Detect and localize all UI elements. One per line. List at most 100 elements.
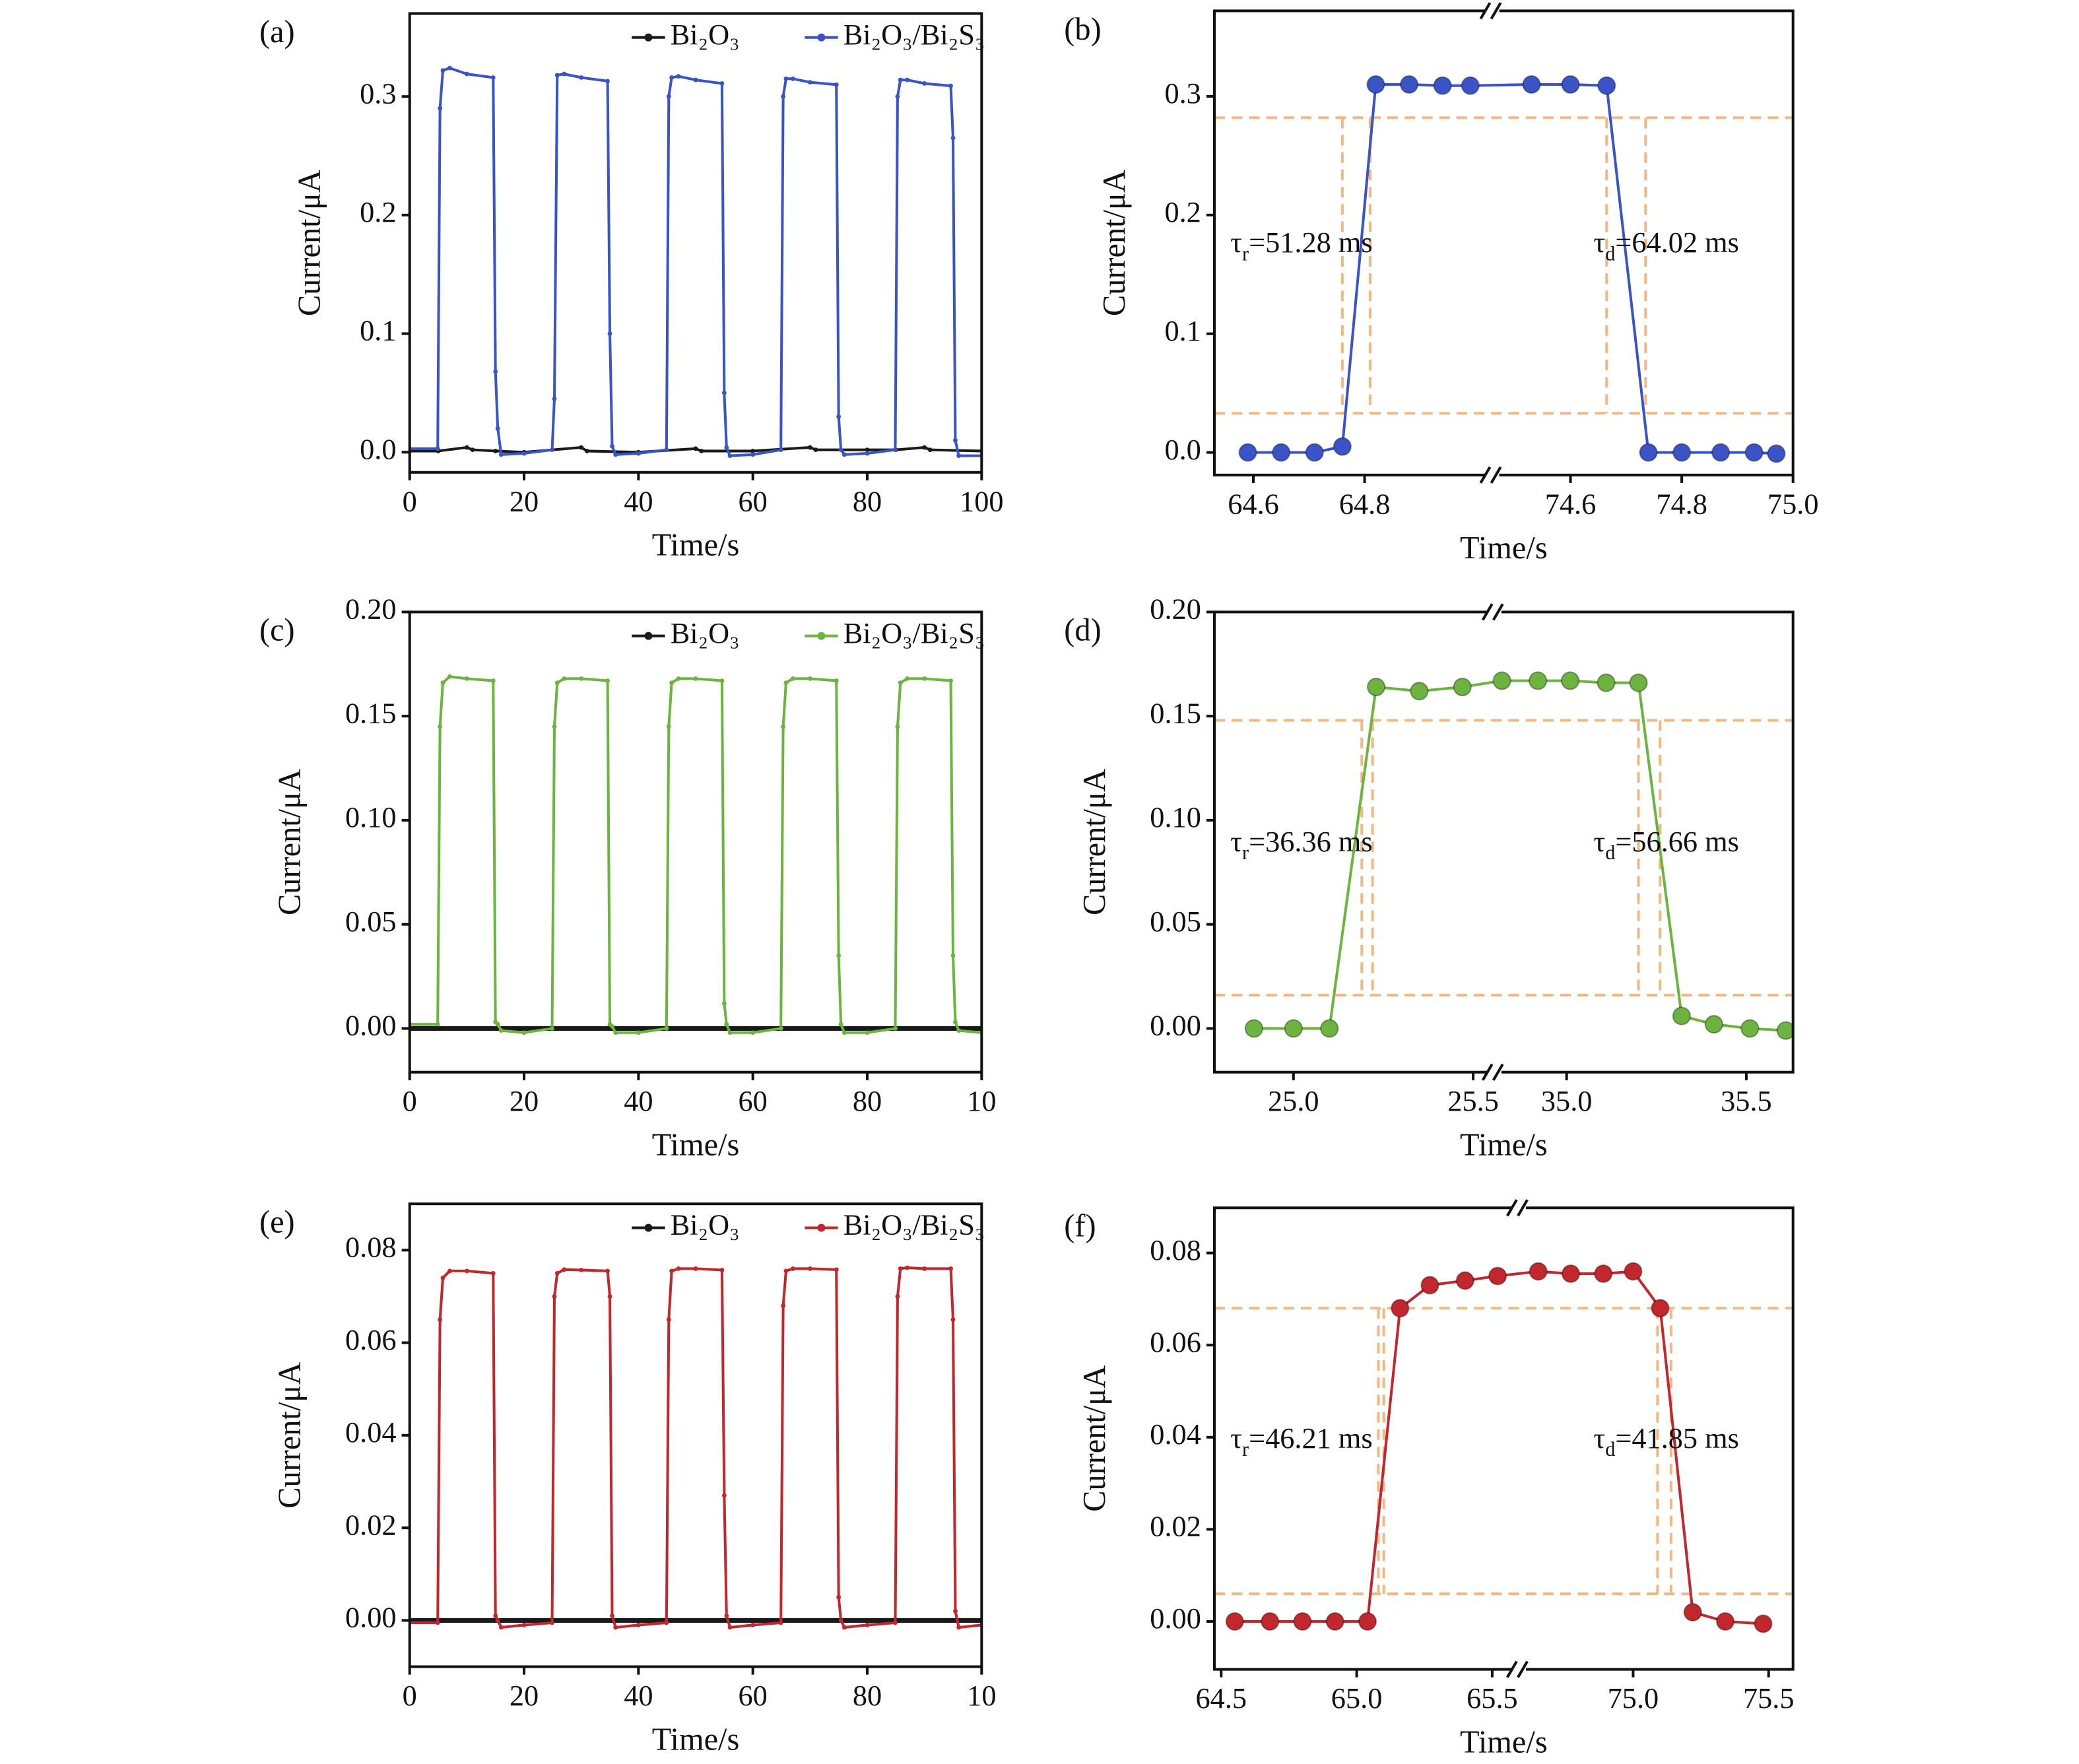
x-tick-label: 75.0 [1608, 1682, 1659, 1715]
series-line [409, 1266, 982, 1629]
annotation-symbol: τ [1593, 825, 1605, 858]
point [676, 1266, 681, 1271]
point [721, 1493, 727, 1498]
point [636, 451, 641, 456]
y-tick-label: 0.1 [1164, 314, 1201, 347]
point [898, 1266, 903, 1271]
axis-break [1490, 466, 1502, 484]
point [724, 1613, 729, 1618]
point [813, 447, 818, 453]
point [893, 1620, 898, 1625]
point [1651, 1299, 1670, 1318]
point [579, 1268, 584, 1272]
point [893, 1026, 898, 1031]
point [1528, 671, 1548, 690]
annotation-subscript: r [1242, 242, 1249, 265]
point [493, 369, 498, 374]
y-tick-label: 0.3 [1164, 77, 1201, 110]
point [1325, 1612, 1344, 1631]
point [1410, 682, 1429, 701]
point [895, 94, 900, 99]
point [950, 135, 956, 141]
point [1624, 1262, 1643, 1281]
annotation-text: =51.28 ms [1249, 226, 1373, 259]
annotation-subscript: r [1242, 1438, 1249, 1460]
point [1522, 75, 1541, 94]
point [865, 447, 870, 453]
panel-label: (f) [1064, 1209, 1096, 1244]
point [922, 445, 927, 450]
point [750, 1030, 756, 1035]
point [438, 106, 443, 111]
axis-break [1490, 2, 1502, 20]
point [783, 76, 789, 81]
panel: 0.00 0.02 0.04 0.06 0.08 64.5 65.0 65.5 75.0 75.5… [1064, 1199, 1795, 1760]
point [664, 1026, 669, 1031]
point [1366, 677, 1386, 697]
legend-label: Bi₂O₃/Bi₂S₃ [843, 616, 985, 649]
x-axis-label: Time/s [652, 1128, 740, 1163]
point [1740, 1019, 1760, 1038]
point [727, 1625, 733, 1630]
point [836, 1594, 842, 1600]
point [435, 1022, 440, 1027]
legend-marker [817, 33, 826, 42]
point [836, 1026, 842, 1031]
panel-label: (d) [1064, 613, 1101, 648]
point [750, 1623, 756, 1627]
point [838, 1617, 843, 1623]
x-tick-label: 40 [624, 1084, 653, 1117]
legend-marker [644, 1224, 653, 1232]
annotation-text: =64.02 ms [1615, 226, 1739, 259]
point [1597, 673, 1616, 692]
point [1492, 671, 1511, 690]
point [948, 678, 953, 683]
plot-frame [1213, 9, 1795, 476]
point [893, 447, 898, 453]
point [834, 1267, 839, 1272]
x-tick-label: 65.0 [1331, 1682, 1383, 1715]
point [440, 1276, 446, 1280]
point [807, 1266, 812, 1271]
point [470, 447, 475, 453]
y-tick-label: 0.04 [1150, 1418, 1201, 1451]
point [669, 680, 675, 686]
point [956, 1625, 962, 1630]
point [669, 75, 675, 80]
x-tick-label: 10 [967, 1679, 996, 1712]
point [1293, 1612, 1312, 1631]
y-axis-label: Current/μA [272, 1362, 307, 1509]
point [948, 1266, 953, 1271]
point [898, 77, 903, 82]
annotation-text: =36.36 ms [1249, 825, 1373, 858]
point [1453, 677, 1472, 697]
y-tick-label: 0.0 [1164, 433, 1201, 466]
point [666, 1317, 671, 1322]
point [1561, 1264, 1581, 1284]
panel: 0.00 0.02 0.04 0.06 0.08 0 20 40 60 80 10 Time/s Cur… [259, 1202, 996, 1757]
point [435, 1620, 440, 1625]
point [554, 1270, 560, 1276]
panel: 0.0 0.1 0.2 0.3 0 20 40 60 80 100 Time/s Current/μA… [259, 12, 1004, 563]
x-tick-label: 64.6 [1228, 487, 1279, 520]
point [607, 1294, 612, 1299]
point [1711, 443, 1731, 462]
point [783, 680, 789, 686]
point [1561, 75, 1580, 94]
legend-label: Bi₂O₃ [671, 18, 740, 51]
axis-break [1492, 1063, 1504, 1081]
x-axis-label: Time/s [652, 1722, 740, 1757]
point [562, 1267, 567, 1272]
point [838, 1022, 843, 1027]
point [905, 676, 910, 681]
point [922, 676, 927, 681]
point [693, 1617, 698, 1623]
point [1284, 1019, 1303, 1038]
point [898, 680, 903, 686]
point [781, 94, 786, 99]
point [834, 678, 839, 683]
point [490, 1270, 496, 1276]
point [552, 1294, 557, 1299]
point [905, 1265, 910, 1270]
point [490, 75, 496, 80]
